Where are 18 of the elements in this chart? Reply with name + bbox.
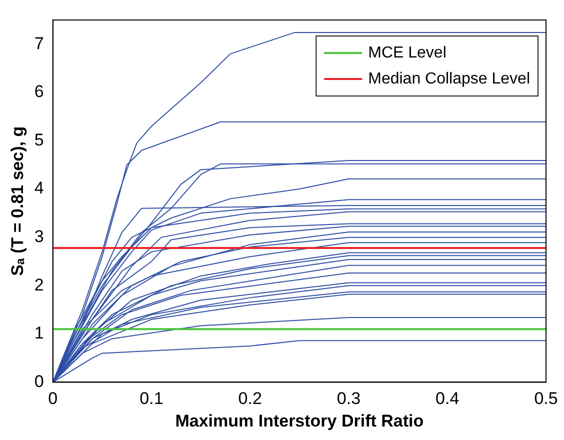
y-tick-label: 0 xyxy=(34,372,44,391)
x-axis-title: Maximum Interstory Drift Ratio xyxy=(175,411,424,430)
y-tick-label: 1 xyxy=(34,324,44,343)
x-tick-label: 0.5 xyxy=(534,389,558,408)
y-tick-label: 6 xyxy=(34,82,44,102)
x-tick-label: 0 xyxy=(48,389,58,408)
y-tick-label: 5 xyxy=(34,130,44,150)
legend-label: Median Collapse Level xyxy=(368,70,530,88)
legend-label: MCE Level xyxy=(368,44,446,62)
x-tick-label: 0.3 xyxy=(336,389,361,408)
y-tick-label: 2 xyxy=(34,275,44,294)
y-tick-label: 3 xyxy=(34,227,44,246)
y-axis-title: Sₐ (T = 0.81 sec), g xyxy=(8,126,27,276)
x-tick-label: 0.2 xyxy=(238,389,262,408)
x-tick-label: 0.1 xyxy=(140,389,164,408)
y-tick-label: 7 xyxy=(34,34,44,53)
y-tick-label: 4 xyxy=(34,178,44,198)
x-tick-label: 0.4 xyxy=(436,389,460,408)
